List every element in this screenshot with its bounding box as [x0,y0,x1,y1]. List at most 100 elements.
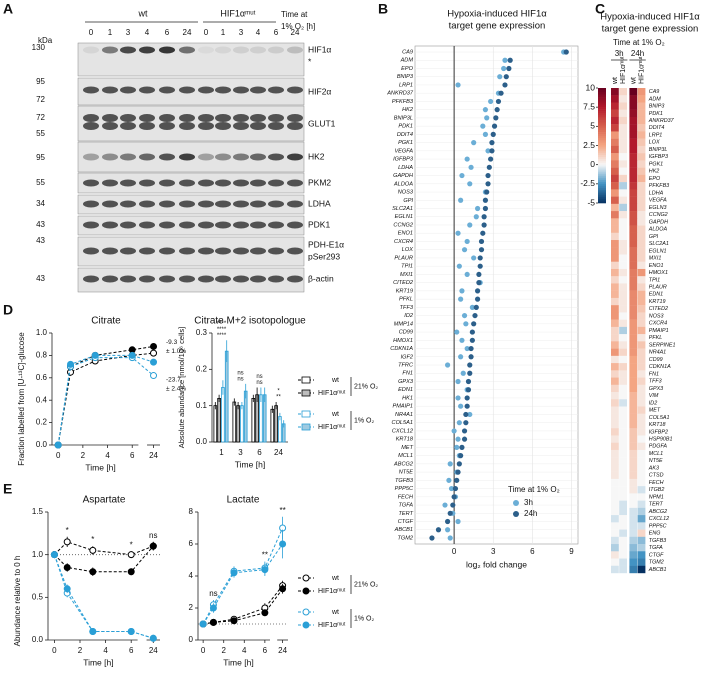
heat-cell [619,500,627,509]
kda-label: kDa [38,36,53,45]
heat-cell [637,189,646,197]
gene-label: CITED2 [393,280,414,286]
gene-label: MMP14 [394,321,413,327]
gene-label: EDN1 [398,387,413,393]
blot-band [120,153,136,161]
colorbar-step [598,124,606,127]
gene-label: IGFBP3 [649,154,668,160]
heat-cell [637,377,646,385]
kda-marker: 43 [36,274,45,283]
y-tick-label: 0.2 [196,364,208,373]
point [89,546,97,554]
heat-cell [637,182,646,190]
heat-cell [629,341,638,349]
legend-label: HIF1αᵐᵘᵗ [318,424,346,431]
gene-label: CTGF [649,552,664,558]
heat-cell [619,435,627,443]
heat-cell [619,276,627,284]
heat-cell [637,406,646,414]
blot-band [139,179,155,187]
heat-cell [629,174,638,183]
colorbar-step [598,183,606,187]
x-tick-label: 0 [56,451,61,460]
point [127,627,135,635]
heat-cell [619,145,627,154]
blot-band [159,86,175,94]
bar [221,387,225,443]
gene-label: EGLN1 [649,248,667,254]
heat-cell [611,145,619,154]
heat-cell [637,276,646,284]
blot-band [139,153,155,161]
heat-cell [619,196,627,205]
heat-cell [619,457,627,465]
lane-time: 6 [165,28,170,37]
gene-label: PPP5C [649,523,667,529]
heat-cell [619,261,627,270]
point [150,349,158,357]
heat-cell [611,225,619,233]
blot-band [120,221,136,229]
heat-cell [619,384,627,393]
heat-cell [619,290,627,299]
point [50,551,58,559]
blot-band [233,122,249,130]
protein-label: PKM2 [308,177,331,187]
heat-cell [611,493,619,501]
heat-cell [619,486,627,494]
dot [464,403,470,409]
gene-label: ENO1 [398,231,413,237]
gene-label: CD99 [649,357,663,363]
colorbar-step [598,147,606,150]
dot [459,172,465,179]
heat-cell [611,109,619,118]
blot-band [83,86,99,94]
annotation: -9.3 [166,339,178,346]
heat-cell [637,420,646,429]
heat-cell [611,297,619,306]
kda-marker: 130 [32,43,46,52]
heat-cell [629,551,638,559]
y-tick-label: 0.6 [36,373,48,382]
dot [494,107,500,113]
heat-cell [619,297,627,306]
heat-cell [611,449,619,458]
dot [463,321,469,327]
heat-cell [611,276,619,284]
colorbar-step [598,122,606,125]
blot-band [120,46,136,54]
point [279,540,287,548]
dot [458,296,464,302]
gene-label: TERT [649,502,664,508]
blot-band [102,46,118,54]
blot-band [215,275,231,283]
dot [478,238,485,245]
gene-label: ABCG2 [648,509,667,515]
heat-cell [637,478,646,487]
dot [469,337,475,343]
blot-band [287,179,303,187]
heat-cell [637,116,646,125]
heat-cell [637,145,646,154]
x-tick-label: 2 [221,646,226,655]
bar [213,405,218,443]
kda-marker: 72 [36,113,45,122]
point [91,351,99,359]
y-tick-label: 1.0 [32,550,44,559]
kda-marker: 95 [36,77,45,86]
gene-label: PFKFB3 [649,183,669,189]
annotation: ± 1.0% [166,348,186,355]
heat-cell [637,457,646,465]
heat-cell [611,182,619,190]
heat-cell [619,312,627,320]
heat-cell [619,536,627,545]
heat-cell [629,428,638,436]
heat-cell [637,319,646,328]
colorbar-step [598,109,606,112]
point [63,538,71,546]
blot-band [198,275,214,283]
dot [456,461,462,467]
heat-cell [629,88,638,96]
gene-label: PLAUR [394,255,413,261]
heat-cell [619,428,627,436]
